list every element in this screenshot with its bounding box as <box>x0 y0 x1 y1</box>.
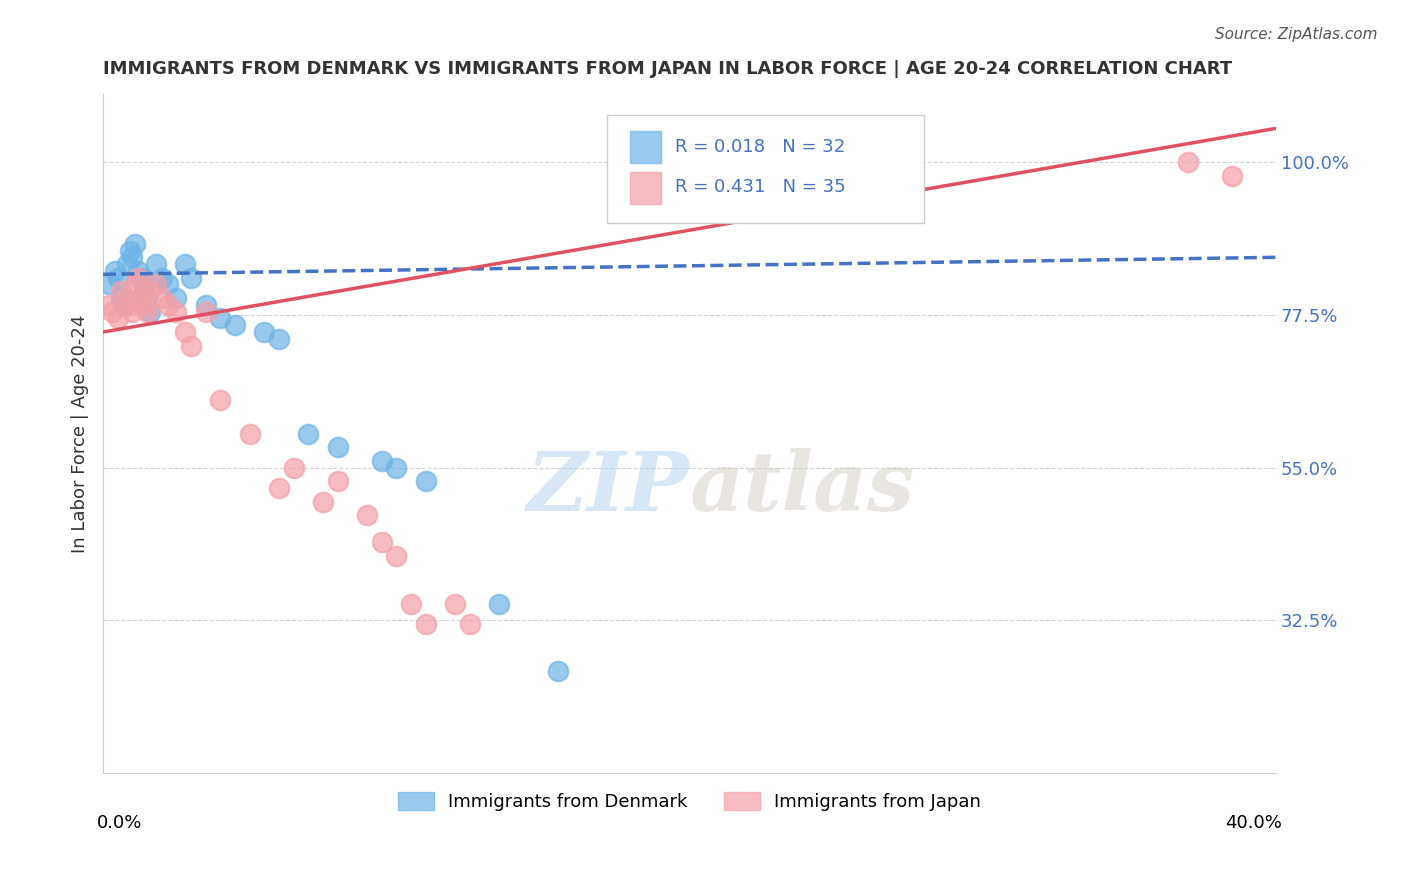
Point <box>118 298 141 312</box>
Point <box>385 549 408 563</box>
Point <box>136 304 159 318</box>
Point <box>112 298 135 312</box>
Point <box>165 291 187 305</box>
Point <box>156 298 179 312</box>
Text: R = 0.431   N = 35: R = 0.431 N = 35 <box>675 178 846 196</box>
Point <box>224 318 246 333</box>
Point <box>415 616 437 631</box>
Point <box>129 270 152 285</box>
Point <box>312 494 335 508</box>
Point <box>194 304 217 318</box>
Point <box>399 597 422 611</box>
Point <box>107 270 129 285</box>
Point <box>488 597 510 611</box>
Point <box>174 325 197 339</box>
Legend: Immigrants from Denmark, Immigrants from Japan: Immigrants from Denmark, Immigrants from… <box>391 785 988 819</box>
Point <box>1177 155 1199 169</box>
Point <box>127 270 149 285</box>
Point <box>150 291 173 305</box>
Point <box>385 460 408 475</box>
Text: IMMIGRANTS FROM DENMARK VS IMMIGRANTS FROM JAPAN IN LABOR FORCE | AGE 20-24 CORR: IMMIGRANTS FROM DENMARK VS IMMIGRANTS FR… <box>103 60 1232 78</box>
Point <box>136 291 159 305</box>
Point <box>121 304 143 318</box>
Point <box>253 325 276 339</box>
Point <box>139 304 162 318</box>
FancyBboxPatch shape <box>607 115 924 223</box>
Point <box>370 535 392 549</box>
Point <box>134 298 156 312</box>
Point <box>118 244 141 258</box>
Text: R = 0.018   N = 32: R = 0.018 N = 32 <box>675 137 846 156</box>
Point <box>370 454 392 468</box>
Text: 40.0%: 40.0% <box>1225 814 1282 832</box>
Point <box>101 304 124 318</box>
Text: ZIP: ZIP <box>527 448 689 528</box>
FancyBboxPatch shape <box>630 131 661 163</box>
FancyBboxPatch shape <box>630 172 661 203</box>
Point <box>180 270 202 285</box>
Point <box>145 277 167 292</box>
Point <box>1220 169 1243 183</box>
Point <box>165 304 187 318</box>
Point <box>209 311 232 326</box>
Point <box>124 236 146 251</box>
Point <box>115 291 138 305</box>
Point <box>180 338 202 352</box>
Point <box>98 298 121 312</box>
Point <box>547 665 569 679</box>
Point <box>415 475 437 489</box>
Point <box>444 597 467 611</box>
Point <box>267 481 290 495</box>
Point <box>139 285 162 299</box>
Point <box>326 441 349 455</box>
Point <box>194 298 217 312</box>
Point <box>458 616 481 631</box>
Point <box>174 257 197 271</box>
Point <box>107 311 129 326</box>
Point <box>110 285 132 299</box>
Text: 0.0%: 0.0% <box>97 814 142 832</box>
Y-axis label: In Labor Force | Age 20-24: In Labor Force | Age 20-24 <box>72 315 89 553</box>
Point <box>121 250 143 264</box>
Point <box>356 508 378 523</box>
Point <box>239 426 262 441</box>
Point <box>127 264 149 278</box>
Point <box>110 291 132 305</box>
Point <box>283 460 305 475</box>
Point <box>104 264 127 278</box>
Point <box>297 426 319 441</box>
Point <box>115 257 138 271</box>
Point <box>156 277 179 292</box>
Point <box>98 277 121 292</box>
Point <box>150 270 173 285</box>
Point <box>267 332 290 346</box>
Point <box>145 257 167 271</box>
Point <box>124 277 146 292</box>
Point <box>134 285 156 299</box>
Point <box>326 475 349 489</box>
Text: atlas: atlas <box>689 448 915 528</box>
Point <box>209 392 232 407</box>
Point <box>129 291 152 305</box>
Text: Source: ZipAtlas.com: Source: ZipAtlas.com <box>1215 27 1378 42</box>
